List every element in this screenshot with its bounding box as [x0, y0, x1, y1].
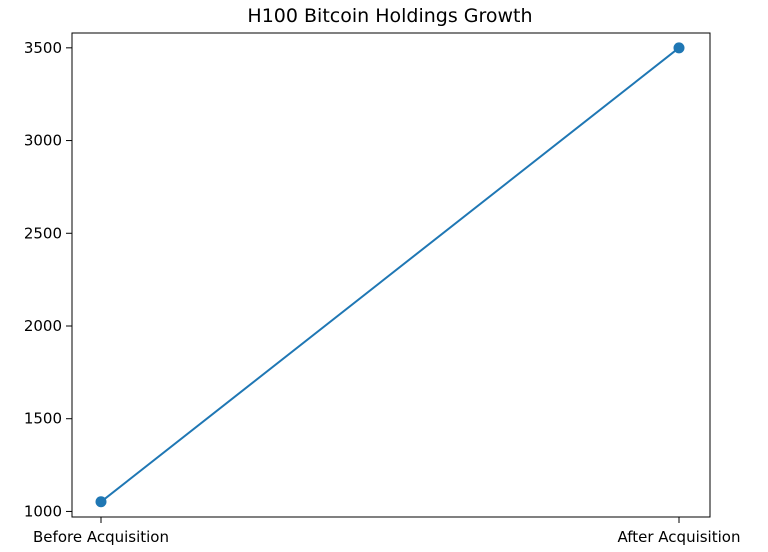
y-tick-label: 2000	[24, 317, 62, 335]
y-tick-label: 3500	[24, 39, 62, 57]
data-point-before-acquisition	[95, 496, 107, 508]
chart-title: H100 Bitcoin Holdings Growth	[247, 5, 532, 27]
y-tick-label: 1000	[24, 502, 62, 520]
series-line	[100, 46, 680, 503]
y-tick-label: 1500	[24, 410, 62, 428]
data-point-after-acquisition	[673, 42, 685, 54]
series-layer	[95, 42, 685, 508]
x-tick-label: Before Acquisition	[33, 528, 169, 546]
y-tick-label: 2500	[24, 224, 62, 242]
x-axis: Before Acquisition After Acquisition	[33, 517, 740, 546]
x-tick-label: After Acquisition	[618, 528, 741, 546]
y-tick-label: 3000	[24, 132, 62, 150]
y-axis: 1000 1500 2000 2500 3000 3500	[24, 39, 72, 520]
plot-area-frame	[71, 32, 711, 518]
